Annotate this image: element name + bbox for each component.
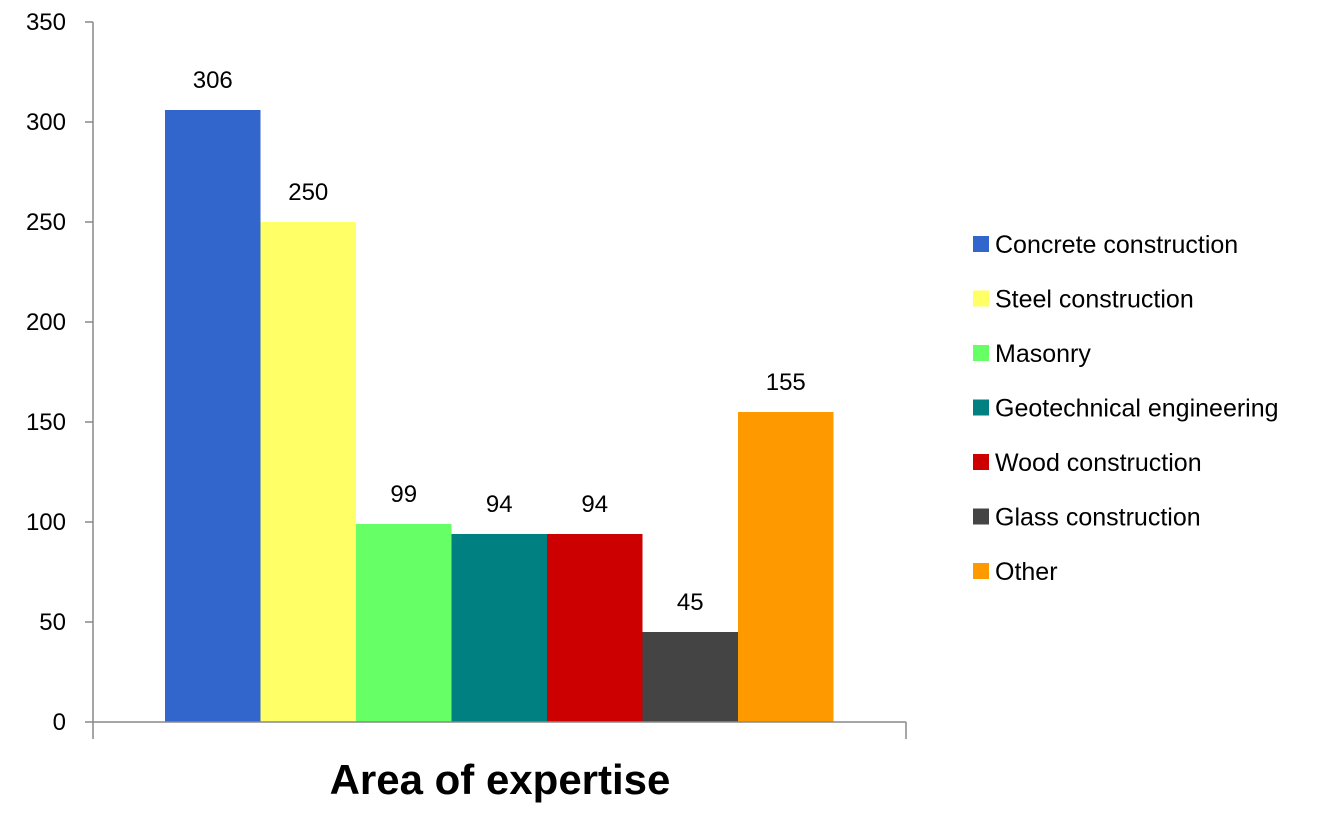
x-axis <box>92 721 907 739</box>
legend-label: Steel construction <box>995 286 1194 314</box>
bar <box>547 534 643 722</box>
legend-swatch <box>973 345 989 361</box>
legend-label: Concrete construction <box>995 231 1238 259</box>
data-label: 99 <box>390 481 417 508</box>
y-tick-label: 200 <box>26 309 66 336</box>
legend: Concrete construction Steel construction M… <box>973 231 1279 586</box>
bar <box>642 632 738 722</box>
y-tick-label: 0 <box>53 709 66 736</box>
y-tick-label: 150 <box>26 409 66 436</box>
bar <box>260 222 356 722</box>
y-tick-label: 250 <box>26 209 66 236</box>
legend-swatch <box>973 290 989 307</box>
y-tick-label: 100 <box>26 509 66 536</box>
legend-swatch <box>973 563 989 579</box>
legend-label: Other <box>995 558 1058 586</box>
x-axis-title: Area of expertise <box>330 756 671 803</box>
legend-label: Geotechnical engineering <box>995 395 1279 423</box>
bar <box>356 524 452 722</box>
data-label: 94 <box>581 491 608 518</box>
data-label: 94 <box>486 491 513 518</box>
legend-swatch <box>973 236 989 252</box>
data-label: 306 <box>193 67 233 94</box>
legend-label: Masonry <box>995 340 1091 368</box>
bar <box>738 412 834 722</box>
y-tick-label: 50 <box>39 609 66 636</box>
y-tick-label: 350 <box>26 9 66 36</box>
legend-swatch <box>973 508 989 525</box>
legend-swatch <box>973 454 989 470</box>
y-axis: 0 50 100 150 200 250 300 350 <box>26 9 94 736</box>
bar <box>165 110 261 722</box>
y-tick-label: 300 <box>26 109 66 136</box>
data-label: 45 <box>677 589 704 616</box>
data-label: 250 <box>288 179 328 206</box>
legend-label: Wood construction <box>995 449 1202 477</box>
bars: 306 250 99 94 94 45 155 <box>165 67 834 722</box>
legend-label: Glass construction <box>995 504 1201 532</box>
legend-swatch <box>973 399 989 416</box>
data-label: 155 <box>766 369 806 396</box>
bar <box>451 534 547 722</box>
